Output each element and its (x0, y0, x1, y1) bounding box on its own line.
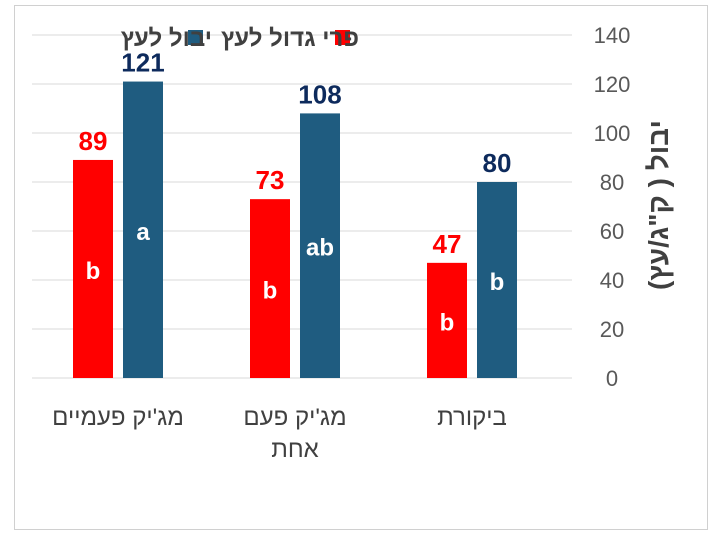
bars: 89 b 121 a 73 b 108 ab 47 b 80 b (73, 48, 517, 379)
y-tick-label: 60 (600, 219, 624, 244)
category-labels: מג'יק פעמיים מג'יק פעם אחת ביקורת (52, 404, 507, 463)
data-label: 108 (298, 79, 341, 109)
significance-letter: b (490, 269, 505, 296)
y-tick-label: 0 (606, 366, 618, 391)
significance-letter: b (263, 278, 278, 305)
y-tick-label: 80 (600, 170, 624, 195)
bar-large-fruit-0 (73, 159, 113, 378)
category-label: אחת (271, 436, 318, 463)
y-tick-label: 40 (600, 268, 624, 293)
data-label: 73 (256, 165, 285, 195)
bar-yield-0 (123, 81, 163, 379)
chart-frame (14, 5, 708, 530)
significance-letter: ab (306, 235, 334, 262)
legend: יבול לעץ פרי גדול לעץ (121, 25, 359, 52)
bar-yield-2 (477, 182, 517, 378)
category-label: מג'יק פעם (243, 404, 346, 431)
legend-swatch-large-fruit (335, 30, 350, 45)
legend-label-yield: יבול לעץ (121, 25, 212, 52)
y-tick-label: 140 (594, 23, 631, 48)
significance-letter: b (440, 309, 455, 336)
y-axis-ticks: 0 20 40 60 80 100 120 140 (594, 23, 631, 391)
y-axis-title: יבול ( ק"ג/עץ) (643, 120, 674, 290)
bar-large-fruit-1 (250, 199, 290, 378)
significance-letter: a (136, 219, 150, 246)
data-label: 47 (433, 229, 462, 259)
bar-large-fruit-2 (427, 262, 467, 378)
data-label: 121 (121, 48, 164, 78)
significance-letter: b (86, 258, 101, 285)
y-tick-label: 120 (594, 72, 631, 97)
legend-label-large-fruit: פרי גדול לעץ (221, 25, 359, 52)
data-label: 80 (483, 148, 512, 178)
legend-swatch-yield (188, 30, 203, 45)
bar-yield-1 (300, 113, 340, 379)
y-tick-label: 20 (600, 317, 624, 342)
y-tick-label: 100 (594, 121, 631, 146)
category-label: ביקורת (437, 404, 507, 431)
category-label: מג'יק פעמיים (52, 404, 184, 431)
data-label: 89 (79, 126, 108, 156)
